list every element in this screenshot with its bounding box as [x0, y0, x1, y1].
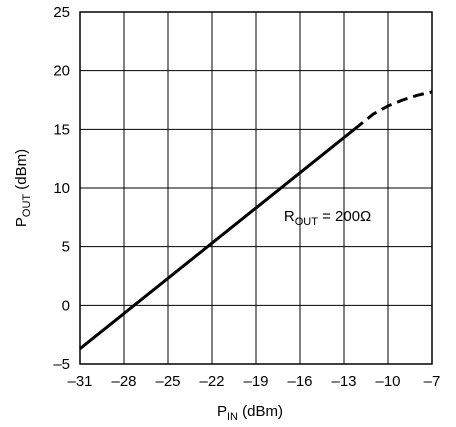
- x-axis-title-rest: (dBm): [238, 403, 283, 420]
- x-tick-label: –10: [375, 373, 400, 390]
- y-axis-title-rest: (dBm): [13, 149, 30, 194]
- annotation-main: R: [284, 208, 295, 225]
- y-tick-label: –5: [53, 356, 70, 373]
- x-tick-label: –22: [199, 373, 224, 390]
- y-tick-label: 5: [62, 239, 70, 256]
- x-tick-label: –25: [155, 373, 180, 390]
- y-tick-label: 15: [53, 121, 70, 138]
- x-tick-label: –31: [67, 373, 92, 390]
- annotation-rout: ROUT = 200Ω: [284, 208, 371, 228]
- x-tick-label: –13: [331, 373, 356, 390]
- y-axis-title-main: P: [13, 217, 30, 227]
- x-tick-label: –16: [287, 373, 312, 390]
- y-axis-title: POUT (dBm): [13, 149, 33, 227]
- x-tick-label: –19: [243, 373, 268, 390]
- y-tick-label: 25: [53, 4, 70, 21]
- x-axis-title: PIN (dBm): [217, 403, 283, 423]
- series-line-solid: [79, 128, 356, 350]
- x-axis-title-main: P: [217, 403, 227, 420]
- x-tick-label: –7: [424, 373, 441, 390]
- y-tick-label: 10: [53, 180, 70, 197]
- x-tick-labels: –31 –28 –25 –22 –19 –16 –13 –10 –7: [67, 373, 440, 390]
- y-tick-label: 0: [62, 297, 70, 314]
- series-line-dashed: [353, 90, 433, 131]
- x-axis-title-sub: IN: [227, 411, 238, 423]
- series-group: [79, 90, 433, 350]
- annotation-sub: OUT: [295, 216, 319, 228]
- y-tick-label: 20: [53, 63, 70, 80]
- x-tick-label: –28: [111, 373, 136, 390]
- plot-frame: [79, 11, 433, 365]
- y-axis-title-sub: OUT: [21, 194, 33, 218]
- y-tick-labels: –5 0 5 10 15 20 25: [53, 4, 70, 373]
- annotation-rest: = 200Ω: [318, 208, 371, 225]
- grid: [80, 12, 432, 364]
